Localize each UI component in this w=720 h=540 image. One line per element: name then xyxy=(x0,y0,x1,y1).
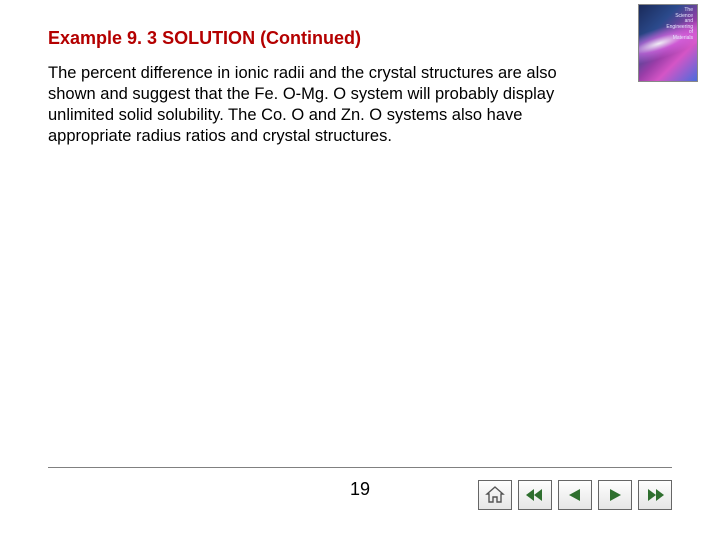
first-icon xyxy=(524,487,546,503)
slide-body-text: The percent difference in ionic radii an… xyxy=(48,63,588,147)
book-cover-thumbnail: The Science and Engineering of Materials xyxy=(638,4,698,82)
nav-bar xyxy=(478,480,672,510)
slide-container: The Science and Engineering of Materials… xyxy=(0,0,720,540)
prev-button[interactable] xyxy=(558,480,592,510)
last-icon xyxy=(644,487,666,503)
prev-icon xyxy=(566,487,584,503)
next-icon xyxy=(606,487,624,503)
footer-divider xyxy=(48,467,672,468)
slide-title: Example 9. 3 SOLUTION (Continued) xyxy=(48,28,672,49)
home-icon xyxy=(485,486,505,504)
home-button[interactable] xyxy=(478,480,512,510)
book-title-text: The Science and Engineering of Materials xyxy=(666,8,693,41)
first-button[interactable] xyxy=(518,480,552,510)
next-button[interactable] xyxy=(598,480,632,510)
last-button[interactable] xyxy=(638,480,672,510)
